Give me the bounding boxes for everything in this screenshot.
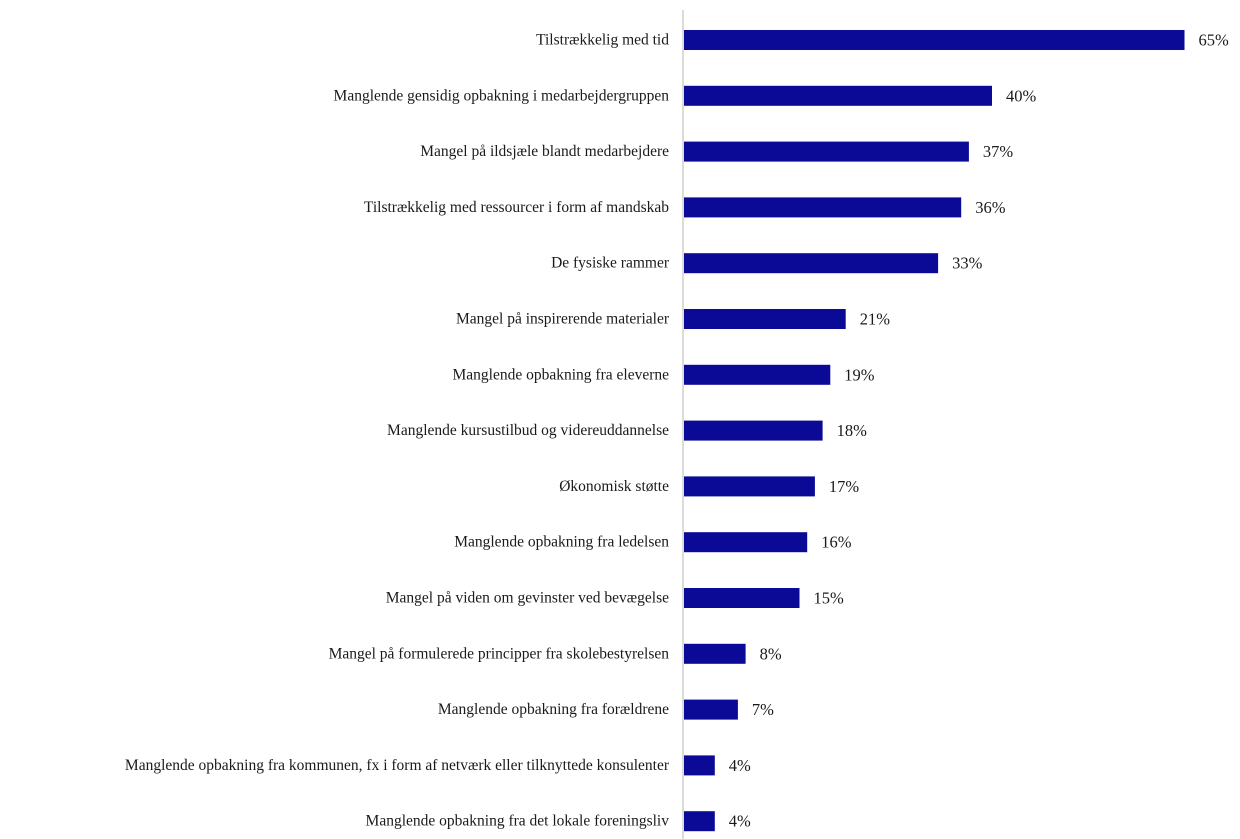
category-label-2: Mangel på ildsjæle blandt medarbejdere [420, 143, 669, 160]
category-label-7: Manglende kursustilbud og videreuddannel… [387, 422, 669, 439]
bar-12 [684, 699, 738, 720]
category-label-6: Manglende opbakning fra eleverne [453, 366, 670, 383]
category-label-1: Manglende gensidig opbakning i medarbejd… [334, 87, 670, 104]
bar-0 [684, 30, 1185, 50]
bar-10 [684, 588, 800, 608]
value-label-11: 8% [760, 644, 782, 663]
value-label-10: 15% [814, 589, 845, 608]
category-label-9: Manglende opbakning fra ledelsen [454, 534, 669, 551]
bar-7 [684, 420, 823, 441]
value-label-3: 36% [975, 198, 1006, 217]
value-label-8: 17% [829, 477, 860, 496]
value-label-6: 19% [844, 365, 875, 384]
category-label-8: Økonomisk støtte [559, 478, 669, 495]
category-label-4: De fysiske rammer [551, 255, 670, 272]
bar-1 [684, 85, 992, 106]
value-label-12: 7% [752, 700, 774, 719]
bar-11 [684, 643, 746, 664]
bar-6 [684, 364, 831, 385]
bar-5 [684, 309, 846, 329]
value-label-13: 4% [729, 756, 751, 775]
value-labels-layer: 65% 40% 37% 36% 33% 21% 19% 18% 17% 16% 15% 8% 7% 4% 4… [729, 31, 1229, 831]
value-label-0: 65% [1199, 31, 1230, 50]
value-label-5: 21% [860, 310, 891, 329]
category-labels-layer: Tilstrækkelig med tid Manglende gensidig … [125, 32, 670, 830]
category-label-3: Tilstrækkelig med ressourcer i form af m… [364, 199, 669, 216]
bar-8 [684, 476, 815, 497]
category-label-5: Mangel på inspirerende materialer [456, 311, 670, 328]
bar-9 [684, 532, 808, 553]
value-label-4: 33% [952, 254, 983, 273]
bar-13 [684, 755, 715, 776]
value-label-7: 18% [837, 421, 868, 440]
category-label-14: Manglende opbakning fra det lokale foren… [366, 813, 670, 830]
category-label-11: Mangel på formulerede principper fra sko… [329, 645, 670, 662]
bar-14 [684, 811, 715, 832]
category-label-0: Tilstrækkelig med tid [536, 32, 669, 49]
value-label-14: 4% [729, 812, 751, 831]
category-label-13: Manglende opbakning fra kommunen, fx i f… [125, 757, 670, 774]
value-label-9: 16% [821, 533, 852, 552]
bar-4 [684, 253, 939, 274]
bar-2 [684, 141, 969, 162]
value-label-2: 37% [983, 142, 1014, 161]
category-label-12: Manglende opbakning fra forældrene [438, 701, 669, 718]
bar-3 [684, 197, 962, 218]
bars-layer [684, 30, 1185, 832]
category-label-10: Mangel på viden om gevinster ved bevægel… [386, 590, 669, 607]
value-label-1: 40% [1006, 86, 1037, 105]
